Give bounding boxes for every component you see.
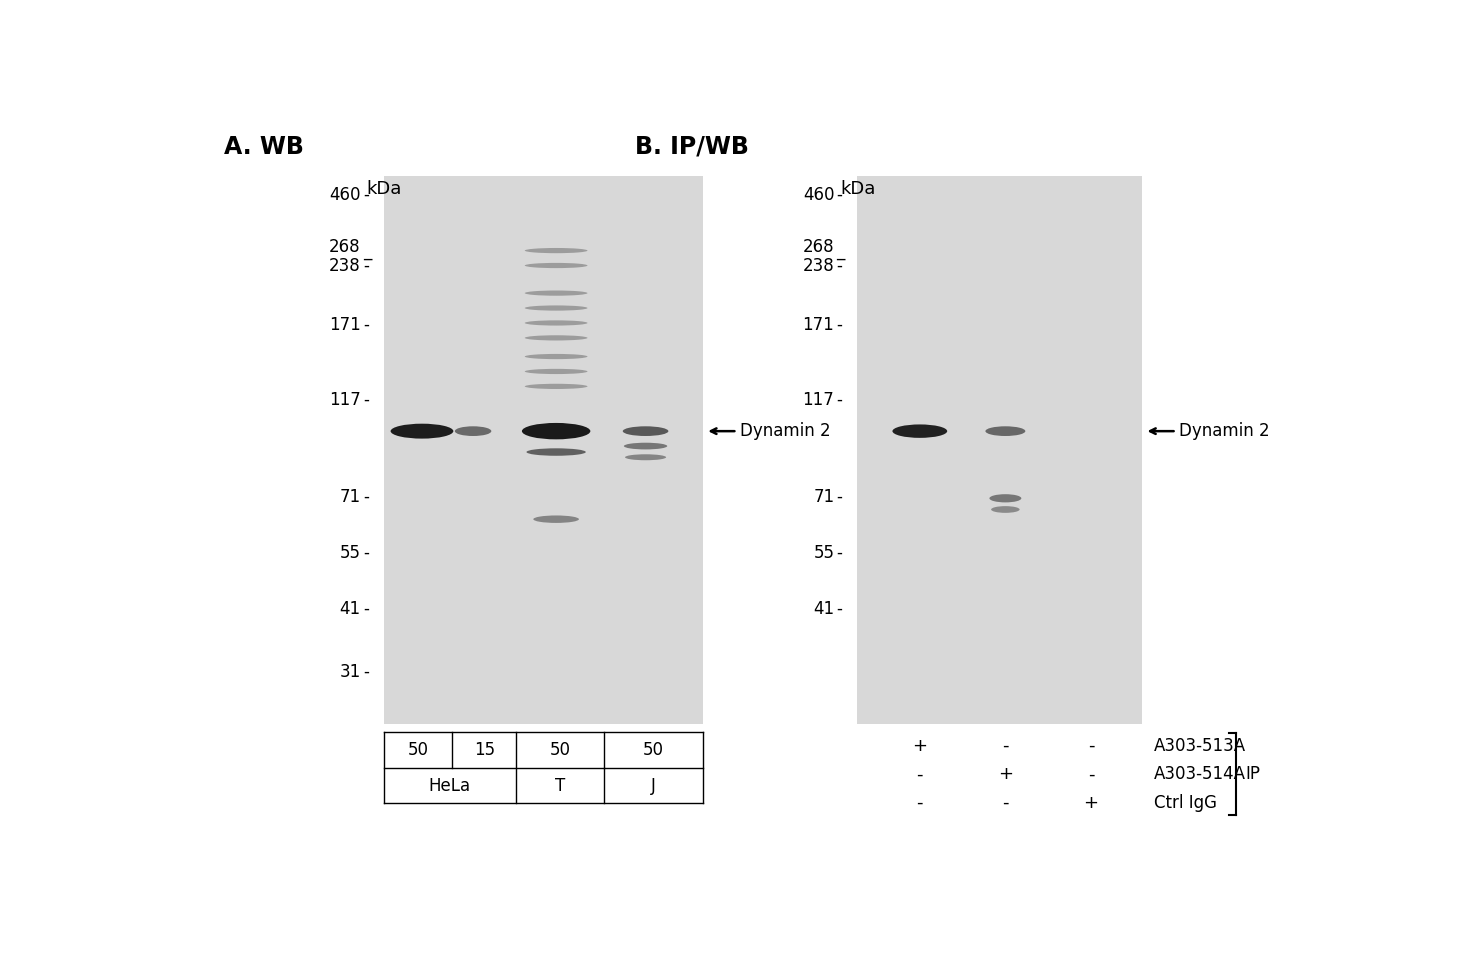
Ellipse shape	[390, 423, 453, 439]
Ellipse shape	[626, 454, 667, 460]
Text: -: -	[836, 186, 842, 203]
Text: -: -	[364, 663, 369, 681]
Text: 171: 171	[330, 316, 361, 334]
Text: -: -	[364, 257, 369, 274]
Text: 238: 238	[330, 257, 361, 274]
Text: -: -	[917, 794, 923, 812]
Ellipse shape	[991, 506, 1020, 513]
Text: -: -	[364, 391, 369, 409]
Text: 31: 31	[340, 663, 361, 681]
Text: 71: 71	[813, 487, 835, 506]
Text: Dynamin 2: Dynamin 2	[1179, 422, 1269, 440]
Text: J: J	[651, 776, 657, 795]
Text: -: -	[364, 487, 369, 506]
Text: -: -	[364, 600, 369, 617]
Text: -: -	[836, 544, 842, 562]
Text: 268: 268	[802, 237, 835, 256]
Ellipse shape	[524, 354, 587, 359]
Ellipse shape	[892, 424, 946, 438]
Text: -: -	[1088, 766, 1094, 783]
Text: 50: 50	[643, 740, 664, 759]
Text: kDa: kDa	[367, 179, 402, 198]
Ellipse shape	[524, 305, 587, 311]
Text: B. IP/WB: B. IP/WB	[634, 135, 748, 159]
Ellipse shape	[524, 248, 587, 253]
Ellipse shape	[985, 426, 1026, 436]
Bar	[384, 176, 704, 725]
Bar	[857, 176, 1142, 725]
Ellipse shape	[527, 449, 586, 455]
Text: -: -	[836, 600, 842, 617]
Text: 50: 50	[408, 740, 428, 759]
Text: _: _	[364, 241, 371, 260]
Text: 268: 268	[330, 237, 361, 256]
Text: -: -	[1002, 737, 1008, 755]
Text: A303-514A: A303-514A	[1154, 766, 1245, 783]
Ellipse shape	[524, 321, 587, 326]
Text: 171: 171	[802, 316, 835, 334]
Text: HeLa: HeLa	[428, 776, 471, 795]
Ellipse shape	[524, 384, 587, 389]
Text: +: +	[998, 766, 1013, 783]
Text: IP: IP	[1245, 766, 1260, 783]
Ellipse shape	[455, 426, 492, 436]
Text: -: -	[1002, 794, 1008, 812]
Text: -: -	[836, 487, 842, 506]
Text: kDa: kDa	[841, 179, 876, 198]
Text: -: -	[836, 391, 842, 409]
Text: A303-513A: A303-513A	[1154, 737, 1245, 755]
Text: -: -	[1088, 737, 1094, 755]
Text: -: -	[364, 544, 369, 562]
Text: T: T	[555, 776, 565, 795]
Ellipse shape	[533, 516, 578, 523]
Text: 55: 55	[813, 544, 835, 562]
Text: 55: 55	[340, 544, 361, 562]
Ellipse shape	[524, 369, 587, 374]
Text: -: -	[917, 766, 923, 783]
Text: Ctrl IgG: Ctrl IgG	[1154, 794, 1217, 812]
Text: 71: 71	[340, 487, 361, 506]
Ellipse shape	[624, 443, 667, 450]
Text: 460: 460	[330, 186, 361, 203]
Text: 460: 460	[802, 186, 835, 203]
Ellipse shape	[524, 335, 587, 340]
Text: _: _	[836, 241, 845, 260]
Text: Dynamin 2: Dynamin 2	[739, 422, 830, 440]
Text: 41: 41	[340, 600, 361, 617]
Text: 117: 117	[330, 391, 361, 409]
Text: 41: 41	[813, 600, 835, 617]
Ellipse shape	[523, 422, 590, 439]
Ellipse shape	[524, 263, 587, 268]
Text: A. WB: A. WB	[224, 135, 303, 159]
Text: -: -	[836, 316, 842, 334]
Text: +: +	[1083, 794, 1098, 812]
Ellipse shape	[524, 291, 587, 296]
Text: -: -	[364, 316, 369, 334]
Text: 238: 238	[802, 257, 835, 274]
Text: -: -	[364, 186, 369, 203]
Text: +: +	[913, 737, 927, 755]
Text: 15: 15	[474, 740, 495, 759]
Text: 50: 50	[549, 740, 571, 759]
Ellipse shape	[989, 494, 1022, 502]
Text: 117: 117	[802, 391, 835, 409]
Ellipse shape	[623, 426, 668, 436]
Text: -: -	[836, 257, 842, 274]
